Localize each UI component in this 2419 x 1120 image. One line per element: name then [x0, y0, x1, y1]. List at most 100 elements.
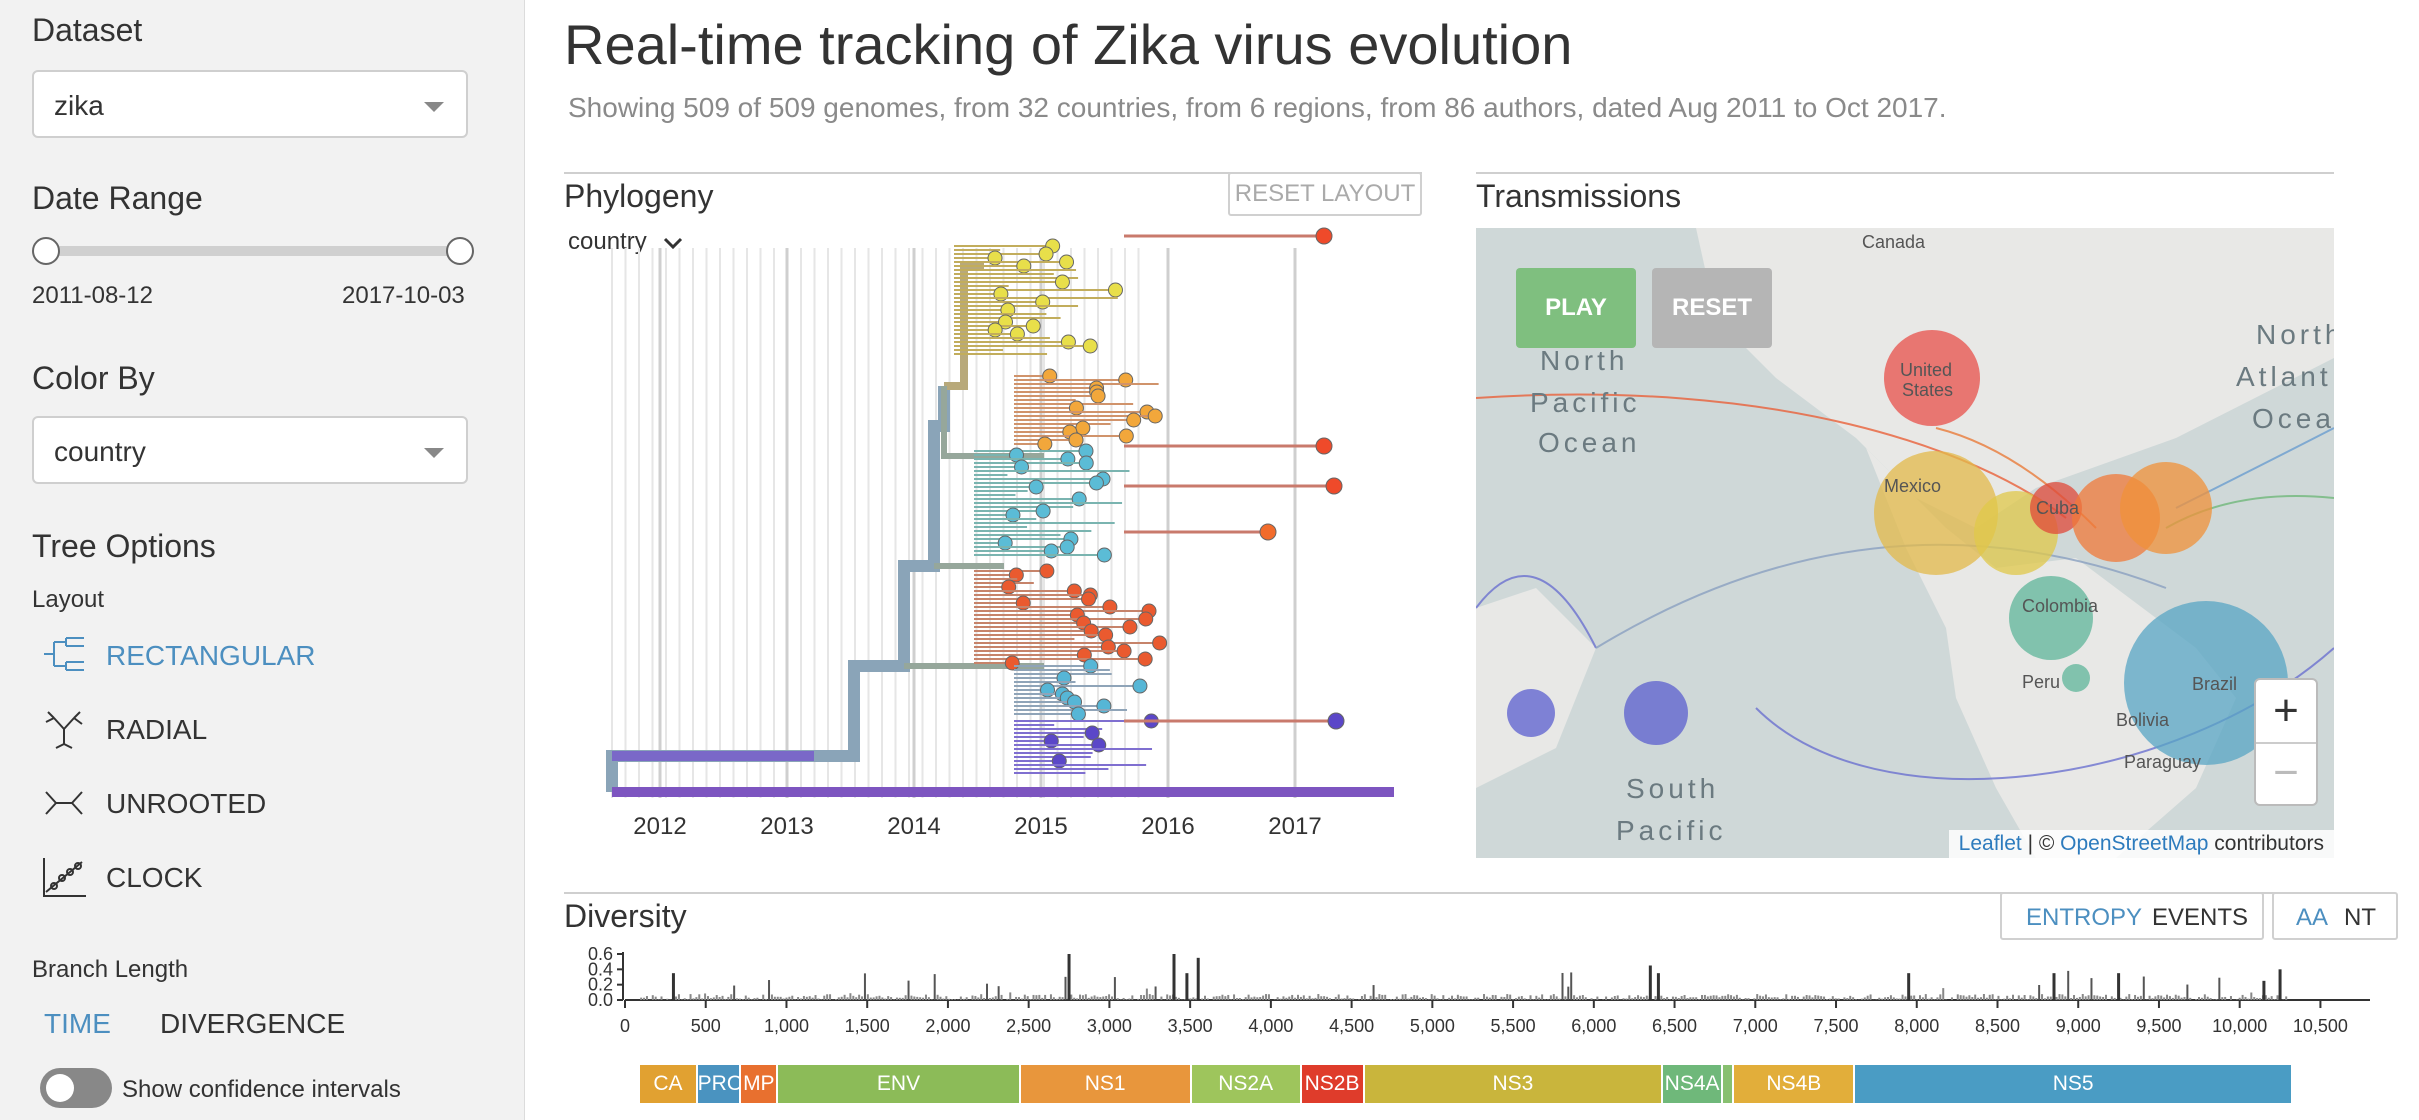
- north-america-land: [1696, 228, 2334, 528]
- tree-tip: [1118, 428, 1134, 444]
- play-button[interactable]: PLAY: [1516, 268, 1636, 348]
- gene-mp[interactable]: MP: [741, 1065, 779, 1103]
- entropy-x-tick-label: 9,500: [2136, 1016, 2181, 1036]
- radial-tree-icon: [45, 711, 83, 749]
- gene-ns4b[interactable]: NS4B: [1734, 1065, 1856, 1103]
- entropy-events-toggle: ENTROPY EVENTS: [2000, 892, 2264, 940]
- country-label: Peru: [2022, 672, 2060, 692]
- date-end-handle[interactable]: [446, 237, 474, 265]
- reset-layout-button[interactable]: RESET LAYOUT: [1228, 172, 1422, 216]
- date-range-label: Date Range: [32, 180, 203, 216]
- tree-tip: [1116, 643, 1132, 659]
- entropy-x-tick-label: 5,000: [1410, 1016, 1455, 1036]
- tree-options-label: Tree Options: [32, 528, 216, 564]
- tree-x-tick: 2014: [887, 813, 940, 840]
- nt-button[interactable]: NT: [2344, 904, 2376, 931]
- country-label: United: [1900, 360, 1952, 380]
- tree-x-tick: 2013: [760, 813, 813, 840]
- tree-tip: [1325, 477, 1343, 495]
- tree-tip: [1084, 725, 1100, 741]
- phylogeny-title: Phylogeny: [564, 178, 714, 214]
- gene-pro[interactable]: PRO: [697, 1065, 742, 1103]
- branch-divergence-button[interactable]: DIVERGENCE: [160, 1008, 346, 1039]
- leaflet-link[interactable]: Leaflet: [1958, 832, 2022, 855]
- gene-ns4a[interactable]: NS4A: [1663, 1065, 1723, 1103]
- gene-ca[interactable]: CA: [640, 1065, 698, 1103]
- entropy-x-tick-label: 5,500: [1491, 1016, 1536, 1036]
- gene-ns3[interactable]: NS3: [1364, 1065, 1664, 1103]
- north-atlantic-label: North: [2256, 319, 2334, 350]
- color-by-label: Color By: [32, 360, 155, 396]
- tree-tip: [1025, 318, 1041, 334]
- map-reset-button[interactable]: RESET: [1652, 268, 1772, 348]
- south-pacific-label: South: [1626, 773, 1719, 804]
- entropy-chart[interactable]: 0.60.40.20.0 0 500 1,000 1,500 2,000 2,500 3,00…: [564, 944, 2394, 1044]
- dataset-value: zika: [54, 90, 104, 121]
- tree-tip: [1059, 539, 1075, 555]
- gene-ns5[interactable]: NS5: [1855, 1065, 2293, 1103]
- layout-rectangular-label: RECTANGULAR: [106, 640, 316, 671]
- country-label: Colombia: [2022, 596, 2099, 616]
- date-range-slider[interactable]: [44, 246, 462, 256]
- entropy-x-tick-label: 9,000: [2056, 1016, 2101, 1036]
- tree-tip: [1035, 503, 1051, 519]
- tree-tip: [1122, 619, 1138, 635]
- gene-env[interactable]: ENV: [778, 1065, 1021, 1103]
- entropy-x-tick-label: 2,000: [925, 1016, 970, 1036]
- date-start-handle[interactable]: [32, 237, 60, 265]
- color-by-select[interactable]: country: [32, 416, 468, 484]
- gene-ns2b[interactable]: NS2B: [1301, 1065, 1365, 1103]
- country-label: Mexico: [1884, 476, 1941, 496]
- confidence-toggle[interactable]: [40, 1068, 112, 1108]
- transmissions-title: Transmissions: [1476, 178, 1682, 214]
- tree-tip: [1107, 282, 1123, 298]
- clock-tree-icon: [43, 858, 86, 897]
- transmission-arc: [1476, 393, 2067, 519]
- tree-color-dropdown[interactable]: country: [568, 228, 683, 256]
- transmission-arc: [1476, 575, 1597, 649]
- phylogeny-divider: [564, 172, 1422, 174]
- unrooted-tree-icon: [45, 791, 83, 815]
- country-bubble: [2030, 482, 2082, 534]
- toggle-knob: [46, 1074, 74, 1102]
- entropy-x-tick-label: 10,500: [2293, 1016, 2348, 1036]
- rectangular-tree-icon: [44, 637, 84, 671]
- pacific-islands-land: [1476, 588, 1596, 788]
- branch-time-button[interactable]: TIME: [44, 1008, 111, 1039]
- events-button[interactable]: EVENTS: [2152, 904, 2249, 931]
- country-label: Cuba: [2036, 498, 2080, 518]
- tree-tip: [1037, 436, 1053, 452]
- phylogeny-tree[interactable]: 2012 2013 2014 2015 2016 2017: [564, 226, 1422, 846]
- tree-color-dropdown-label: country: [568, 228, 647, 255]
- osm-link[interactable]: OpenStreetMap: [2060, 832, 2209, 855]
- transmission-map[interactable]: Canada North Pacific Ocean North Atlant Ocea Un…: [1476, 228, 2334, 858]
- zoom-in-button[interactable]: +: [2256, 680, 2316, 744]
- country-label: Bolivia: [2116, 710, 2170, 730]
- aa-button[interactable]: AA: [2296, 904, 2329, 931]
- tree-tip: [1081, 591, 1097, 607]
- dataset-label: Dataset: [32, 12, 143, 48]
- layout-clock-label: CLOCK: [106, 862, 203, 893]
- date-start-label: 2011-08-12: [32, 282, 153, 309]
- entropy-x-tick-label: 8,500: [1975, 1016, 2020, 1036]
- country-bubble: [1624, 681, 1688, 745]
- entropy-button[interactable]: ENTROPY: [2026, 904, 2143, 931]
- tree-x-tick: 2012: [633, 813, 686, 840]
- gene-segment[interactable]: [1722, 1065, 1735, 1103]
- aa-nt-toggle: AA NT: [2272, 892, 2398, 940]
- tree-x-tick: 2016: [1141, 813, 1194, 840]
- entropy-x-tick-label: 1,500: [845, 1016, 890, 1036]
- diversity-divider: [564, 892, 2368, 894]
- entropy-x-tick-label: 8,000: [1894, 1016, 1939, 1036]
- country-bubble: [2009, 576, 2093, 660]
- gene-ns1[interactable]: NS1: [1020, 1065, 1192, 1103]
- branch-length-label: Branch Length: [32, 956, 189, 983]
- date-end-label: 2017-10-03: [342, 282, 465, 309]
- country-bubble: [2062, 664, 2090, 692]
- dataset-select[interactable]: zika: [32, 70, 468, 138]
- country-bubble: [1874, 451, 1998, 575]
- north-atlantic-label: Ocea: [2252, 403, 2334, 434]
- transmissions-divider: [1476, 172, 2334, 174]
- gene-ns2a[interactable]: NS2A: [1191, 1065, 1302, 1103]
- zoom-out-button[interactable]: −: [2273, 748, 2299, 797]
